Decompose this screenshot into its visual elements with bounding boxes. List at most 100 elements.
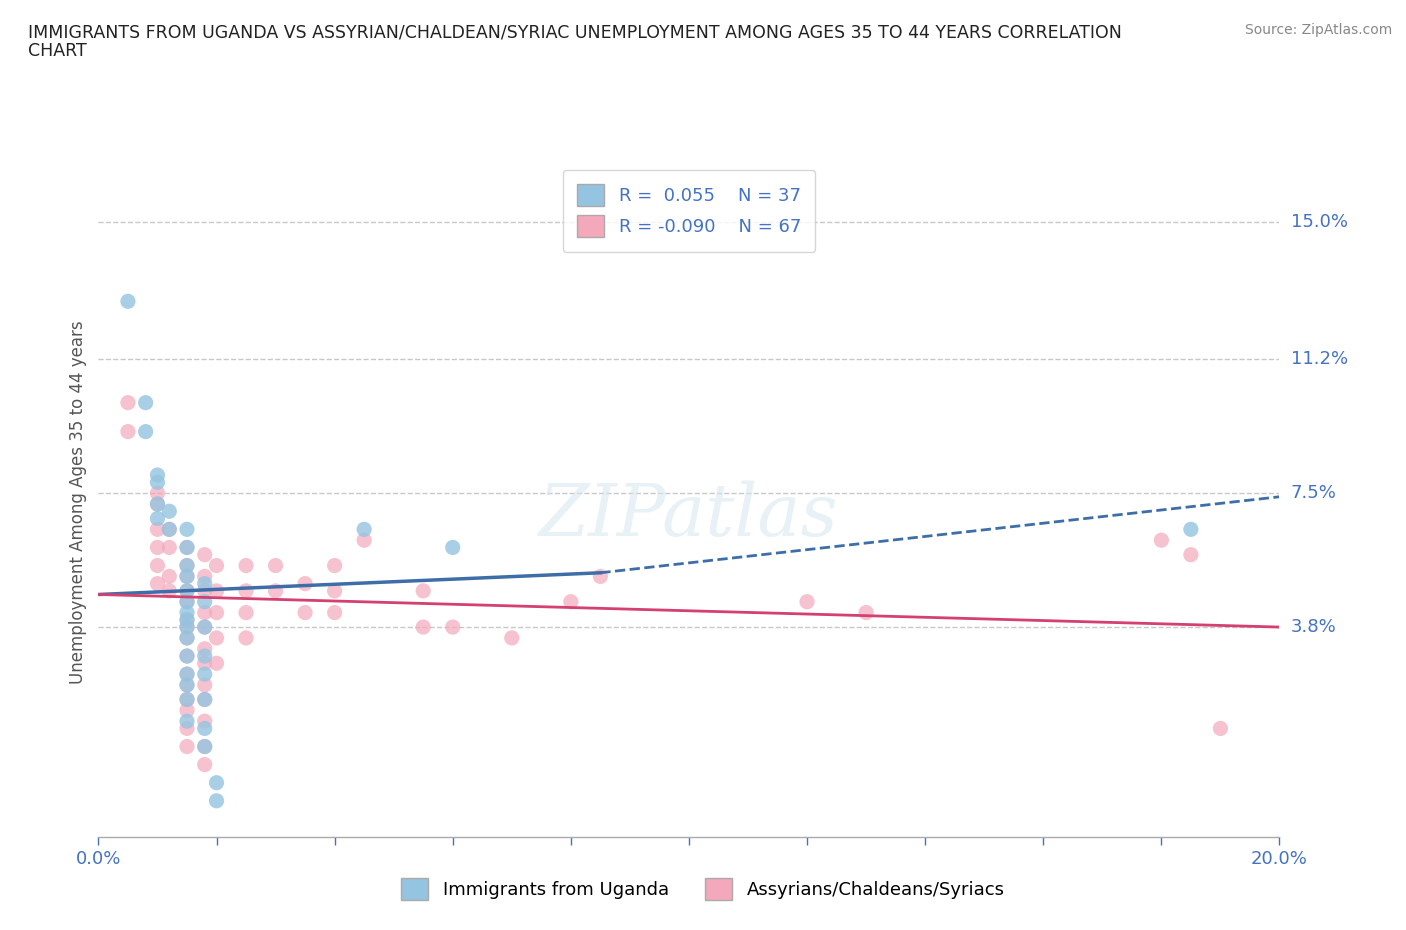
Point (176, 619, 198, 634)
Point (157, 522, 180, 537)
Point (264, 583, 287, 598)
Point (235, 605, 257, 620)
Point (205, 776, 228, 790)
Point (176, 569, 198, 584)
Point (176, 612, 198, 627)
Point (441, 619, 464, 634)
Point (176, 619, 198, 634)
Point (176, 522, 198, 537)
Point (157, 540, 180, 555)
Point (441, 540, 464, 555)
Point (146, 577, 169, 591)
Point (176, 569, 198, 584)
Point (176, 667, 198, 682)
Text: 11.2%: 11.2% (1291, 351, 1348, 368)
Point (1180, 522, 1202, 537)
Point (117, 424, 139, 439)
Point (194, 619, 217, 634)
Point (323, 605, 346, 620)
Text: CHART: CHART (28, 42, 87, 60)
Point (235, 631, 257, 645)
Point (589, 569, 612, 584)
Point (176, 667, 198, 682)
Point (194, 583, 217, 598)
Point (176, 713, 198, 728)
Point (1209, 721, 1232, 736)
Point (560, 594, 582, 609)
Point (1150, 533, 1173, 548)
Point (176, 631, 198, 645)
Text: 7.5%: 7.5% (1291, 485, 1337, 502)
Point (194, 642, 217, 657)
Point (294, 577, 316, 591)
Text: 15.0%: 15.0% (1291, 213, 1347, 231)
Point (205, 793, 228, 808)
Point (176, 540, 198, 555)
Point (176, 558, 198, 573)
Point (205, 631, 228, 645)
Point (146, 558, 169, 573)
Point (205, 583, 228, 598)
Text: IMMIGRANTS FROM UGANDA VS ASSYRIAN/CHALDEAN/SYRIAC UNEMPLOYMENT AMONG AGES 35 TO: IMMIGRANTS FROM UGANDA VS ASSYRIAN/CHALD… (28, 23, 1122, 41)
Text: 3.8%: 3.8% (1291, 618, 1336, 636)
Point (176, 739, 198, 754)
Point (412, 583, 434, 598)
Point (194, 721, 217, 736)
Point (205, 605, 228, 620)
Point (194, 667, 217, 682)
Point (146, 497, 169, 512)
Point (205, 558, 228, 573)
Point (194, 594, 217, 609)
Point (323, 558, 346, 573)
Point (194, 739, 217, 754)
Point (176, 678, 198, 693)
Point (176, 583, 198, 598)
Point (117, 294, 139, 309)
Point (194, 569, 217, 584)
Point (176, 678, 198, 693)
Point (194, 648, 217, 663)
Point (501, 631, 523, 645)
Point (353, 522, 375, 537)
Point (146, 475, 169, 490)
Point (135, 395, 157, 410)
Point (176, 540, 198, 555)
Point (176, 612, 198, 627)
Point (194, 577, 217, 591)
Point (294, 605, 316, 620)
Point (176, 648, 198, 663)
Point (176, 692, 198, 707)
Point (194, 605, 217, 620)
Point (157, 522, 180, 537)
Point (176, 594, 198, 609)
Text: Source: ZipAtlas.com: Source: ZipAtlas.com (1244, 23, 1392, 37)
Legend: Immigrants from Uganda, Assyrians/Chaldeans/Syriacs: Immigrants from Uganda, Assyrians/Chalde… (394, 870, 1012, 907)
Point (235, 558, 257, 573)
Point (855, 605, 877, 620)
Point (353, 533, 375, 548)
Point (176, 594, 198, 609)
Point (1180, 547, 1202, 562)
Point (146, 512, 169, 526)
Point (135, 424, 157, 439)
Point (176, 648, 198, 663)
Point (323, 583, 346, 598)
Point (157, 569, 180, 584)
Point (264, 558, 287, 573)
Point (176, 583, 198, 598)
Point (412, 619, 434, 634)
Point (796, 594, 818, 609)
Point (146, 522, 169, 537)
Point (194, 619, 217, 634)
Point (194, 713, 217, 728)
Point (194, 692, 217, 707)
Point (194, 678, 217, 693)
Point (235, 583, 257, 598)
Point (157, 504, 180, 519)
Point (176, 692, 198, 707)
Point (146, 540, 169, 555)
Point (194, 692, 217, 707)
Point (194, 547, 217, 562)
Point (146, 485, 169, 500)
Point (176, 703, 198, 718)
